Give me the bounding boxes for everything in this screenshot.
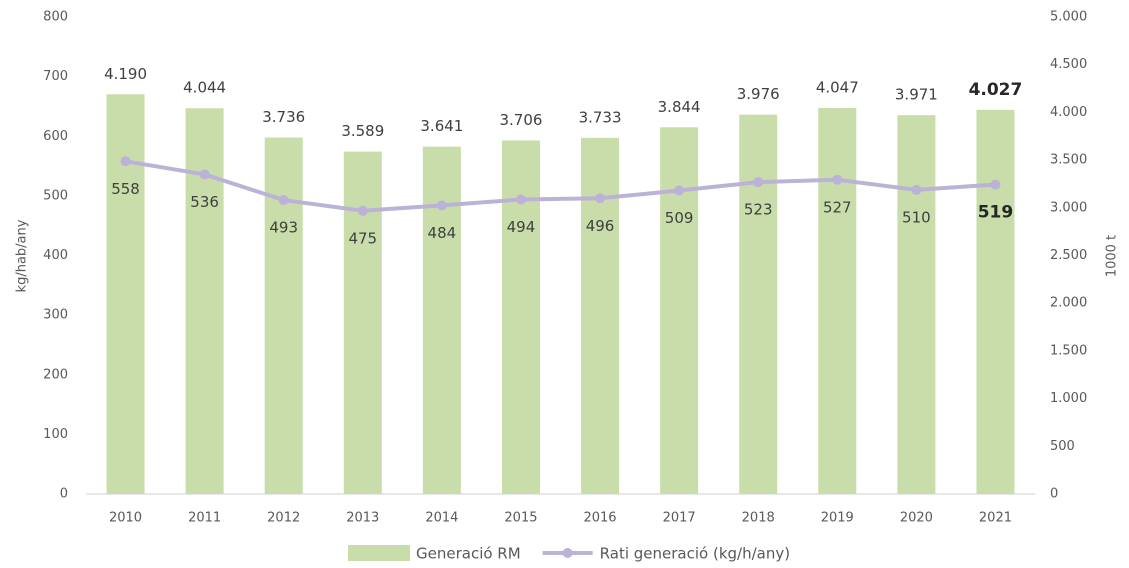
bar (106, 94, 145, 495)
data-label: 475 (348, 229, 377, 247)
x-tick-label: 2017 (663, 511, 696, 526)
legend-swatch (562, 548, 573, 558)
y-tick-label: 500 (43, 188, 68, 203)
y-tick-label: 800 (43, 10, 68, 25)
bar (501, 140, 540, 494)
data-label: 4.190 (104, 65, 147, 83)
line-marker (595, 193, 606, 204)
line (125, 159, 996, 213)
data-label: 3.641 (420, 117, 463, 135)
data-label: 3.733 (579, 108, 622, 126)
line-marker (278, 195, 289, 206)
data-label: 494 (507, 218, 536, 236)
data-label: 510 (902, 208, 931, 226)
data-label: 527 (823, 198, 852, 216)
line-marker (515, 194, 526, 205)
x-tick-label: 2013 (346, 511, 379, 526)
legend-swatch (348, 545, 410, 561)
y-tick-label: 0 (60, 487, 68, 502)
data-label: 4.047 (816, 78, 859, 96)
data-label: 484 (428, 224, 457, 242)
y2-tick-label: 2.000 (1050, 296, 1087, 311)
line-marker (990, 179, 1001, 190)
y2-tick-label: 1.000 (1050, 391, 1087, 406)
data-label: 3.706 (499, 111, 542, 129)
x-tick-label: 2020 (900, 511, 933, 526)
y2-tick-label: 4.000 (1050, 105, 1087, 120)
y2-tick-label: 5.000 (1050, 10, 1087, 25)
bar (422, 146, 461, 494)
bar (818, 107, 857, 494)
line-marker (357, 205, 368, 216)
legend-label: Generació RM (416, 545, 521, 563)
legend-label: Rati generació (kg/h/any) (600, 545, 790, 563)
y2-tick-label: 2.500 (1050, 248, 1087, 263)
y2-tick-label: 3.000 (1050, 200, 1087, 215)
bar (976, 109, 1015, 494)
x-tick-label: 2018 (742, 511, 775, 526)
bar (581, 137, 620, 494)
data-label: 519 (978, 203, 1014, 223)
data-label: 3.976 (737, 85, 780, 103)
bar (343, 151, 382, 494)
x-tick-label: 2011 (188, 511, 221, 526)
data-label: 4.044 (183, 79, 226, 97)
data-label: 523 (744, 201, 773, 219)
y2-tick-label: 3.500 (1050, 153, 1087, 168)
y2-tick-label: 4.500 (1050, 57, 1087, 72)
line-marker (120, 156, 131, 167)
data-label: 3.971 (895, 86, 938, 104)
x-tick-label: 2012 (267, 511, 300, 526)
y2-tick-label: 500 (1050, 439, 1075, 454)
bar (660, 127, 699, 494)
bar (185, 108, 224, 495)
y-axis-label: kg/hab/any (15, 219, 30, 292)
y-tick-label: 600 (43, 129, 68, 144)
y2-axis-label: 1000 t (1105, 235, 1120, 277)
data-label: 4.027 (969, 80, 1023, 100)
line-marker (911, 184, 922, 195)
x-tick-label: 2021 (979, 511, 1012, 526)
data-label: 3.736 (262, 108, 305, 126)
y2-tick-label: 1.500 (1050, 343, 1087, 358)
line-marker (674, 185, 685, 196)
y-tick-label: 100 (43, 427, 68, 442)
data-label: 509 (665, 209, 694, 227)
y-tick-label: 400 (43, 248, 68, 263)
data-label: 3.589 (341, 122, 384, 140)
x-tick-label: 2014 (425, 511, 458, 526)
line-marker (199, 169, 210, 180)
x-tick-label: 2010 (109, 511, 142, 526)
y-tick-label: 300 (43, 308, 68, 323)
x-tick-label: 2016 (583, 511, 616, 526)
line-marker (753, 177, 764, 188)
y-tick-label: 700 (43, 69, 68, 84)
line-marker (832, 174, 843, 185)
bar (739, 114, 778, 494)
line-marker (436, 200, 447, 211)
bar (897, 115, 936, 495)
x-tick-label: 2015 (504, 511, 537, 526)
data-label: 558 (111, 180, 140, 198)
bar (264, 137, 303, 494)
x-tick-label: 2019 (821, 511, 854, 526)
data-label: 496 (586, 217, 615, 235)
data-label: 493 (269, 219, 298, 237)
y2-tick-label: 0 (1050, 487, 1058, 502)
y-tick-label: 200 (43, 367, 68, 382)
data-label: 3.844 (658, 98, 701, 116)
data-label: 536 (190, 193, 219, 211)
